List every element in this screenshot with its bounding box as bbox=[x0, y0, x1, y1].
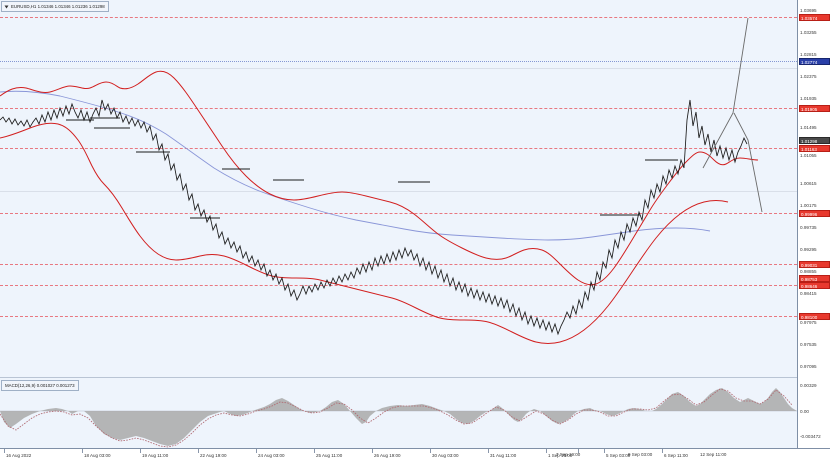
triangle-toggle-icon[interactable] bbox=[4, 5, 9, 8]
time-tick-label: 25 Aug 11:00 bbox=[316, 453, 343, 458]
price-tick: 1.01055 bbox=[800, 153, 817, 158]
price-series-svg bbox=[0, 17, 763, 344]
price-chart-panel[interactable]: EURUSD,H1 1.01346 1.01346 1.01236 1.0129… bbox=[0, 0, 797, 377]
price-axis[interactable]: 1.03695 1.03255 1.02815 1.02375 1.01935 … bbox=[797, 0, 830, 448]
price-label-highlight[interactable]: 1.01905 bbox=[799, 105, 830, 112]
time-tick-label: 5 Sep 03:00 bbox=[606, 453, 631, 458]
symbol-info-text: EURUSD,H1 1.01346 1.01346 1.01236 1.0129… bbox=[11, 4, 105, 9]
price-label-highlight[interactable]: 1.01163 bbox=[799, 145, 830, 152]
time-tick-label: 18 Aug 03:00 bbox=[84, 453, 111, 458]
price-label-highlight[interactable]: 0.99996 bbox=[799, 210, 830, 217]
macd-axis-tick: -0.003472 bbox=[800, 434, 821, 439]
level-line-1-02774 bbox=[0, 61, 797, 62]
time-tick-label: 16 Aug 2022 bbox=[6, 453, 32, 458]
price-tick: 1.00175 bbox=[800, 203, 817, 208]
price-tick: 1.01495 bbox=[800, 125, 817, 130]
price-tick: 1.02375 bbox=[800, 74, 817, 79]
price-label-highlight[interactable]: 0.98646 bbox=[799, 282, 830, 289]
symbol-info-chip[interactable]: EURUSD,H1 1.01346 1.01346 1.01236 1.0129… bbox=[1, 1, 109, 12]
current-price-label[interactable]: 1.01298 bbox=[799, 137, 830, 144]
bollinger-lower-band bbox=[0, 122, 729, 344]
level-line-0-98646 bbox=[0, 285, 797, 286]
gridline-grey-top bbox=[0, 68, 797, 69]
time-tick-label: 22 Aug 19:00 bbox=[200, 453, 227, 458]
level-line-1-01905 bbox=[0, 108, 797, 109]
price-tick: 1.03255 bbox=[800, 30, 817, 35]
time-tick-label: 31 Aug 11:00 bbox=[490, 453, 517, 458]
forecast-path-down bbox=[733, 112, 763, 213]
level-line-0-99031 bbox=[0, 264, 797, 265]
macd-chart-panel[interactable]: MACD(12,26,9) 0.001027 0.001273 bbox=[0, 377, 797, 449]
time-tick-label: 6 Sep 11:00 bbox=[664, 453, 688, 458]
price-label-highlight[interactable]: 1.03574 bbox=[799, 14, 830, 21]
price-tick: 0.99295 bbox=[800, 247, 817, 252]
time-tick-label: 1 Sep 19:00 bbox=[548, 453, 573, 458]
price-tick: 0.97535 bbox=[800, 342, 817, 347]
forecast-path bbox=[702, 17, 749, 169]
price-tick: 1.03695 bbox=[800, 8, 817, 13]
price-label-highlight[interactable]: 0.98753 bbox=[799, 275, 830, 282]
price-tick: 1.01935 bbox=[800, 96, 817, 101]
price-label-highlight[interactable]: 0.98100 bbox=[799, 313, 830, 320]
bollinger-upper-band bbox=[0, 70, 759, 286]
gridline-grey-mid bbox=[0, 191, 797, 192]
level-line-0-99996 bbox=[0, 213, 797, 214]
price-label-highlight[interactable]: 1.02774 bbox=[799, 58, 830, 65]
time-axis[interactable]: 16 Aug 2022 18 Aug 03:00 19 Aug 11:00 22… bbox=[0, 448, 830, 466]
time-tick-label: 26 Aug 19:00 bbox=[374, 453, 401, 458]
time-tick-label: 24 Aug 03:00 bbox=[258, 453, 285, 458]
price-tick: 0.98855 bbox=[800, 269, 817, 274]
level-line-0-98100 bbox=[0, 316, 797, 317]
price-tick: 1.00615 bbox=[800, 181, 817, 186]
macd-series-svg bbox=[0, 388, 797, 448]
price-tick: 0.97975 bbox=[800, 320, 817, 325]
structure-marks bbox=[66, 117, 678, 219]
level-line-1-01163 bbox=[0, 148, 797, 149]
macd-histogram bbox=[0, 388, 797, 446]
price-ohlc-series bbox=[0, 99, 748, 336]
price-label-highlight[interactable]: 0.99031 bbox=[799, 261, 830, 268]
macd-signal-line bbox=[0, 388, 793, 448]
level-line-1-03574 bbox=[0, 17, 797, 18]
price-tick: 0.99735 bbox=[800, 225, 817, 230]
macd-axis-tick: 0.00329 bbox=[800, 383, 817, 388]
price-tick: 0.98415 bbox=[800, 291, 817, 296]
time-tick-label: 30 Aug 03:00 bbox=[432, 453, 459, 458]
time-tick-label: 19 Aug 11:00 bbox=[142, 453, 169, 458]
moving-average-line bbox=[0, 90, 711, 241]
price-tick: 0.97095 bbox=[800, 364, 817, 369]
price-tick: 1.02815 bbox=[800, 52, 817, 57]
macd-info-text: MACD(12,26,9) 0.001027 0.001273 bbox=[5, 383, 75, 388]
macd-info-chip[interactable]: MACD(12,26,9) 0.001027 0.001273 bbox=[1, 380, 79, 391]
macd-axis-tick: 0.00 bbox=[800, 409, 809, 414]
